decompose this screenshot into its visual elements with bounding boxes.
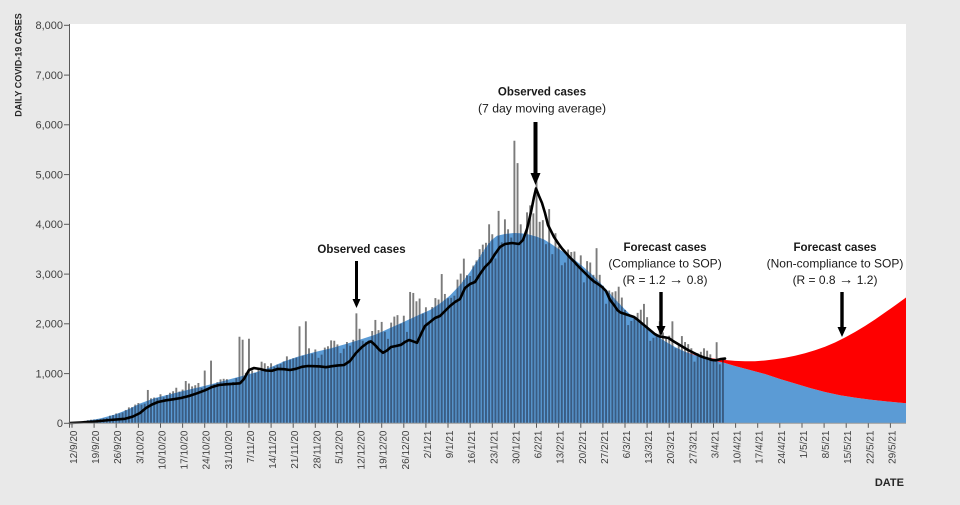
svg-text:5,000: 5,000 [35,169,63,181]
svg-text:16/1/21: 16/1/21 [467,430,478,464]
svg-text:29/5/21: 29/5/21 [887,430,898,464]
svg-text:13/3/21: 13/3/21 [644,430,655,464]
svg-text:28/11/20: 28/11/20 [312,430,323,469]
svg-text:24/10/20: 24/10/20 [202,430,213,469]
svg-text:2,000: 2,000 [35,319,63,331]
svg-text:17/10/20: 17/10/20 [180,430,191,469]
svg-text:7,000: 7,000 [35,70,63,82]
svg-text:(R = 0.8 → 1.2): (R = 0.8 → 1.2) [793,272,878,288]
svg-text:1/5/21: 1/5/21 [799,430,810,458]
svg-text:15/5/21: 15/5/21 [843,430,854,464]
svg-text:Observed cases: Observed cases [498,87,586,99]
svg-text:27/3/21: 27/3/21 [688,430,699,464]
svg-text:7/11/20: 7/11/20 [246,430,257,463]
svg-text:20/2/21: 20/2/21 [578,430,589,464]
svg-text:(Non-compliance to SOP): (Non-compliance to SOP) [767,257,904,271]
svg-text:(Compliance to SOP): (Compliance to SOP) [608,257,721,271]
svg-text:8/5/21: 8/5/21 [821,430,832,458]
svg-text:14/11/20: 14/11/20 [268,430,279,469]
svg-text:12/12/20: 12/12/20 [357,430,368,469]
svg-text:23/1/21: 23/1/21 [489,430,500,464]
svg-text:6,000: 6,000 [35,120,63,132]
svg-text:20/3/21: 20/3/21 [666,430,677,464]
svg-text:9/1/21: 9/1/21 [445,430,456,458]
svg-text:24/4/21: 24/4/21 [777,430,788,464]
svg-text:DAILY COVID-19 CASES: DAILY COVID-19 CASES [14,13,24,117]
svg-text:3/10/20: 3/10/20 [135,430,146,464]
svg-text:4,000: 4,000 [35,219,63,231]
svg-text:26/12/20: 26/12/20 [401,430,412,469]
svg-text:10/4/21: 10/4/21 [733,430,744,464]
svg-text:6/2/21: 6/2/21 [534,430,545,458]
svg-text:30/1/21: 30/1/21 [511,430,522,464]
svg-text:(7 day moving average): (7 day moving average) [478,102,606,116]
svg-text:19/9/20: 19/9/20 [91,430,102,464]
svg-text:3,000: 3,000 [35,269,63,281]
svg-text:3/4/21: 3/4/21 [711,430,722,458]
svg-text:10/10/20: 10/10/20 [158,430,169,469]
svg-text:Observed cases: Observed cases [317,244,405,256]
svg-text:DATE: DATE [875,477,904,489]
svg-text:5/12/20: 5/12/20 [334,430,345,464]
svg-text:21/11/20: 21/11/20 [290,430,301,469]
svg-text:Forecast cases: Forecast cases [623,242,706,254]
svg-text:27/2/21: 27/2/21 [600,430,611,464]
svg-text:12/9/20: 12/9/20 [69,430,80,464]
svg-text:31/10/20: 31/10/20 [224,430,235,469]
svg-text:26/9/20: 26/9/20 [113,430,124,464]
svg-text:1,000: 1,000 [35,368,63,380]
svg-text:17/4/21: 17/4/21 [755,430,766,464]
svg-text:13/2/21: 13/2/21 [556,430,567,464]
svg-text:Forecast cases: Forecast cases [793,242,876,254]
svg-text:6/3/21: 6/3/21 [622,430,633,458]
svg-text:22/5/21: 22/5/21 [865,430,876,464]
svg-text:2/1/21: 2/1/21 [423,430,434,458]
svg-text:(R = 1.2 → 0.8): (R = 1.2 → 0.8) [623,272,708,288]
svg-text:19/12/20: 19/12/20 [379,430,390,469]
svg-text:8,000: 8,000 [35,20,63,32]
svg-text:0: 0 [57,418,63,430]
